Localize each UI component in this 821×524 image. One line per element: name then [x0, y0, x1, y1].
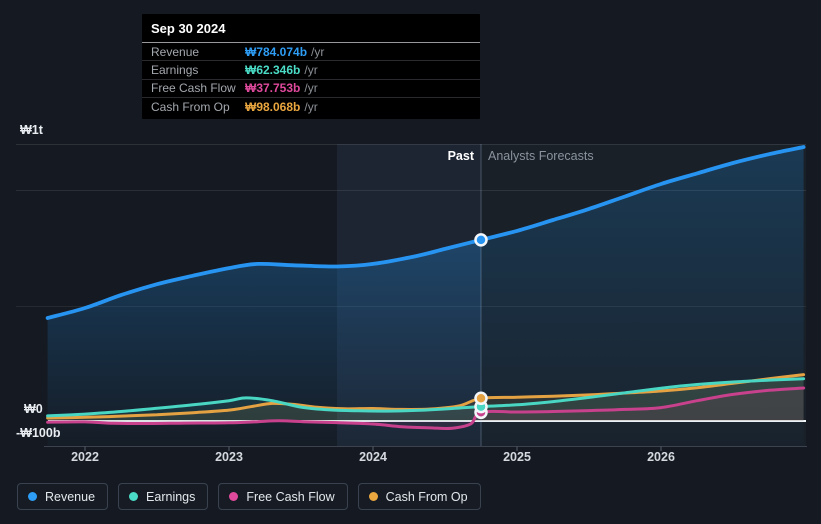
- cash-from-op-dot-icon: [368, 492, 378, 501]
- legend-fcf-label: Free Cash Flow: [246, 489, 335, 504]
- y-axis-label-1t: ₩1t: [20, 123, 43, 137]
- series-layer: [45, 144, 806, 446]
- earnings-dot-icon: [129, 492, 139, 501]
- x-axis-label-2022: 2022: [71, 450, 99, 464]
- past-section-label: Past: [447, 149, 474, 163]
- x-axis-label-2023: 2023: [215, 450, 243, 464]
- legend-item-revenue[interactable]: Revenue: [17, 483, 109, 510]
- legend-revenue-label: Revenue: [45, 489, 96, 504]
- tooltip-revenue-value: ₩784.074b: [245, 44, 308, 59]
- tooltip-row-revenue: Revenue ₩784.074b /yr: [142, 43, 480, 62]
- tooltip-earnings-value: ₩62.346b: [245, 63, 301, 78]
- tooltip-fcf-value: ₩37.753b: [245, 81, 301, 96]
- legend-earnings-label: Earnings: [146, 489, 196, 504]
- tooltip-revenue-label: Revenue: [151, 44, 200, 59]
- tooltip-cashop-unit: /yr: [304, 99, 318, 114]
- legend: Revenue Earnings Free Cash Flow Cash Fro…: [17, 483, 481, 510]
- legend-cashop-label: Cash From Op: [385, 489, 468, 504]
- tooltip-revenue-unit: /yr: [311, 44, 325, 59]
- tooltip-earnings-label: Earnings: [151, 63, 199, 78]
- legend-item-free-cash-flow[interactable]: Free Cash Flow: [218, 483, 348, 510]
- axis-ticks: [84, 446, 662, 451]
- hover-tooltip: Sep 30 2024 Revenue ₩784.074b /yr Earnin…: [142, 14, 480, 119]
- tooltip-fcf-label: Free Cash Flow: [151, 81, 236, 96]
- legend-item-earnings[interactable]: Earnings: [118, 483, 209, 510]
- free-cash-flow-dot-icon: [229, 492, 239, 501]
- tooltip-earnings-unit: /yr: [304, 63, 318, 78]
- tooltip-date: Sep 30 2024: [142, 14, 480, 43]
- analysts-forecasts-section-label: Analysts Forecasts: [488, 149, 594, 163]
- tooltip-row-cash-from-op: Cash From Op ₩98.068b /yr: [142, 98, 480, 115]
- tooltip-cashop-label: Cash From Op: [151, 99, 230, 114]
- tooltip-row-earnings: Earnings ₩62.346b /yr: [142, 61, 480, 80]
- tooltip-row-free-cash-flow: Free Cash Flow ₩37.753b /yr: [142, 80, 480, 99]
- y-axis-label-zero: ₩0: [24, 402, 43, 416]
- x-axis-label-2026: 2026: [647, 450, 675, 464]
- x-axis-label-2024: 2024: [359, 450, 387, 464]
- tooltip-cashop-value: ₩98.068b: [245, 99, 301, 114]
- y-axis-label-neg100b: -₩100b: [16, 426, 61, 440]
- x-axis-label-2025: 2025: [503, 450, 531, 464]
- revenue-dot-icon: [28, 492, 37, 501]
- legend-item-cash-from-op[interactable]: Cash From Op: [357, 483, 481, 510]
- tooltip-fcf-unit: /yr: [304, 81, 318, 96]
